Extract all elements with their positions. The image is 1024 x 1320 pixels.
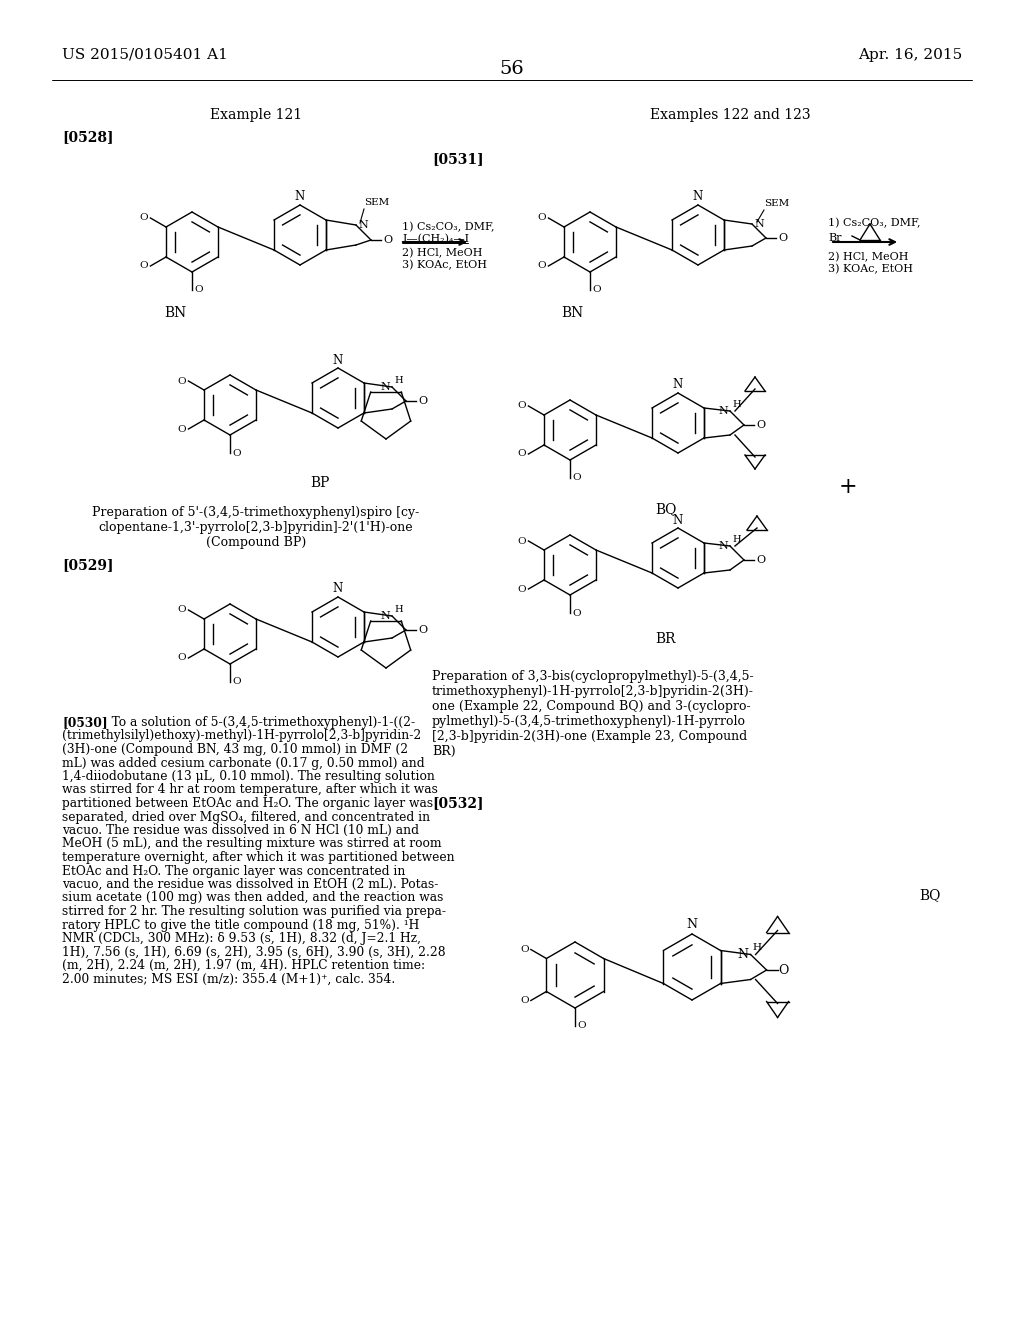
- Text: O: O: [778, 964, 788, 977]
- Text: N: N: [295, 190, 305, 203]
- Text: separated, dried over MgSO₄, filtered, and concentrated in: separated, dried over MgSO₄, filtered, a…: [62, 810, 430, 824]
- Text: vacuo. The residue was dissolved in 6 N HCl (10 mL) and: vacuo. The residue was dissolved in 6 N …: [62, 824, 419, 837]
- Text: BP: BP: [310, 477, 330, 490]
- Text: (3H)-one (Compound BN, 43 mg, 0.10 mmol) in DMF (2: (3H)-one (Compound BN, 43 mg, 0.10 mmol)…: [62, 743, 409, 756]
- Text: 2) HCl, MeOH: 2) HCl, MeOH: [828, 252, 908, 263]
- Text: Example 121: Example 121: [210, 108, 302, 121]
- Text: O: O: [592, 285, 601, 294]
- Text: +: +: [839, 477, 857, 498]
- Text: H: H: [394, 376, 402, 385]
- Text: [0532]: [0532]: [432, 796, 483, 810]
- Text: I—(CH₂)₄—I: I—(CH₂)₄—I: [402, 234, 469, 244]
- Text: O: O: [778, 234, 787, 243]
- Text: N: N: [737, 948, 749, 961]
- Text: 2.00 minutes; MS ESI (m/z): 355.4 (M+1)⁺, calc. 354.: 2.00 minutes; MS ESI (m/z): 355.4 (M+1)⁺…: [62, 973, 395, 986]
- Text: N: N: [333, 354, 343, 367]
- Text: O: O: [140, 261, 148, 271]
- Text: BN: BN: [561, 306, 583, 319]
- Text: O: O: [518, 401, 526, 411]
- Text: (m, 2H), 2.24 (m, 2H), 1.97 (m, 4H). HPLC retention time:: (m, 2H), 2.24 (m, 2H), 1.97 (m, 4H). HPL…: [62, 960, 425, 972]
- Text: O: O: [520, 997, 528, 1005]
- Text: N: N: [693, 190, 703, 203]
- Text: O: O: [194, 285, 203, 294]
- Text: N: N: [718, 407, 728, 416]
- Text: Preparation of 5'-(3,4,5-trimethoxyphenyl)spiro [cy-
clopentane-1,3'-pyrrolo[2,3: Preparation of 5'-(3,4,5-trimethoxypheny…: [92, 506, 420, 549]
- Text: [0531]: [0531]: [432, 152, 483, 166]
- Text: 1) Cs₂CO₃, DMF,: 1) Cs₂CO₃, DMF,: [828, 218, 921, 228]
- Text: BN: BN: [164, 306, 186, 319]
- Text: O: O: [577, 1022, 586, 1031]
- Text: O: O: [178, 425, 186, 433]
- Text: vacuo, and the residue was dissolved in EtOH (2 mL). Potas-: vacuo, and the residue was dissolved in …: [62, 878, 438, 891]
- Text: O: O: [178, 376, 186, 385]
- Text: H: H: [732, 535, 740, 544]
- Text: US 2015/0105401 A1: US 2015/0105401 A1: [62, 48, 228, 62]
- Text: BQ: BQ: [920, 888, 941, 902]
- Text: stirred for 2 hr. The resulting solution was purified via prepa-: stirred for 2 hr. The resulting solution…: [62, 906, 446, 917]
- Text: BR: BR: [655, 632, 676, 645]
- Text: H: H: [753, 944, 762, 953]
- Text: ratory HPLC to give the title compound (18 mg, 51%). ¹H: ratory HPLC to give the title compound (…: [62, 919, 420, 932]
- Text: Apr. 16, 2015: Apr. 16, 2015: [858, 48, 962, 62]
- Text: O: O: [518, 450, 526, 458]
- Text: O: O: [418, 396, 427, 407]
- Text: N: N: [673, 379, 683, 392]
- Text: O: O: [178, 606, 186, 615]
- Text: [0529]: [0529]: [62, 558, 114, 572]
- Text: N: N: [380, 611, 390, 620]
- Text: 1,4-diiodobutane (13 μL, 0.10 mmol). The resulting solution: 1,4-diiodobutane (13 μL, 0.10 mmol). The…: [62, 770, 435, 783]
- Text: O: O: [518, 536, 526, 545]
- Text: O: O: [756, 554, 765, 565]
- Text: SEM: SEM: [764, 199, 790, 209]
- Text: O: O: [178, 653, 186, 663]
- Text: O: O: [572, 609, 581, 618]
- Text: SEM: SEM: [364, 198, 389, 207]
- Text: BQ: BQ: [655, 502, 677, 516]
- Text: 1H), 7.56 (s, 1H), 6.69 (s, 2H), 3.95 (s, 6H), 3.90 (s, 3H), 2.28: 1H), 7.56 (s, 1H), 6.69 (s, 2H), 3.95 (s…: [62, 945, 445, 958]
- Text: N: N: [358, 220, 368, 230]
- Text: (trimethylsilyl)ethoxy)-methyl)-1H-pyrrolo[2,3-b]pyridin-2: (trimethylsilyl)ethoxy)-methyl)-1H-pyrro…: [62, 730, 421, 742]
- Text: 56: 56: [500, 59, 524, 78]
- Text: was stirred for 4 hr at room temperature, after which it was: was stirred for 4 hr at room temperature…: [62, 784, 438, 796]
- Text: MeOH (5 mL), and the resulting mixture was stirred at room: MeOH (5 mL), and the resulting mixture w…: [62, 837, 441, 850]
- Text: O: O: [140, 214, 148, 223]
- Text: O: O: [538, 261, 547, 271]
- Text: 1) Cs₂CO₃, DMF,: 1) Cs₂CO₃, DMF,: [402, 222, 495, 232]
- Text: [0528]: [0528]: [62, 129, 114, 144]
- Text: EtOAc and H₂O. The organic layer was concentrated in: EtOAc and H₂O. The organic layer was con…: [62, 865, 406, 878]
- Text: O: O: [520, 945, 528, 954]
- Text: Br: Br: [828, 234, 842, 243]
- Text: To a solution of 5-(3,4,5-trimethoxyphenyl)-1-((2-: To a solution of 5-(3,4,5-trimethoxyphen…: [100, 715, 415, 729]
- Text: partitioned between EtOAc and H₂O. The organic layer was: partitioned between EtOAc and H₂O. The o…: [62, 797, 433, 810]
- Text: O: O: [538, 214, 547, 223]
- Text: 2) HCl, MeOH: 2) HCl, MeOH: [402, 248, 482, 259]
- Text: O: O: [232, 677, 241, 686]
- Text: O: O: [518, 585, 526, 594]
- Text: 3) KOAc, EtOH: 3) KOAc, EtOH: [402, 260, 487, 271]
- Text: O: O: [232, 449, 241, 458]
- Text: [0530]: [0530]: [62, 715, 108, 729]
- Text: N: N: [754, 219, 764, 228]
- Text: N: N: [718, 541, 728, 550]
- Text: Examples 122 and 123: Examples 122 and 123: [649, 108, 810, 121]
- Text: 3) KOAc, EtOH: 3) KOAc, EtOH: [828, 264, 913, 275]
- Text: N: N: [333, 582, 343, 595]
- Text: H: H: [394, 605, 402, 614]
- Text: temperature overnight, after which it was partitioned between: temperature overnight, after which it wa…: [62, 851, 455, 865]
- Text: Preparation of 3,3-bis(cyclopropylmethyl)-5-(3,4,5-
trimethoxyphenyl)-1H-pyrrolo: Preparation of 3,3-bis(cyclopropylmethyl…: [432, 671, 754, 758]
- Text: N: N: [673, 513, 683, 527]
- Text: N: N: [686, 919, 697, 932]
- Text: N: N: [380, 381, 390, 392]
- Text: O: O: [756, 420, 765, 430]
- Text: O: O: [572, 474, 581, 483]
- Text: O: O: [383, 235, 392, 246]
- Text: H: H: [732, 400, 740, 409]
- Text: sium acetate (100 mg) was then added, and the reaction was: sium acetate (100 mg) was then added, an…: [62, 891, 443, 904]
- Text: O: O: [418, 624, 427, 635]
- Text: NMR (CDCl₃, 300 MHz): δ 9.53 (s, 1H), 8.32 (d, J=2.1 Hz,: NMR (CDCl₃, 300 MHz): δ 9.53 (s, 1H), 8.…: [62, 932, 421, 945]
- Text: mL) was added cesium carbonate (0.17 g, 0.50 mmol) and: mL) was added cesium carbonate (0.17 g, …: [62, 756, 425, 770]
